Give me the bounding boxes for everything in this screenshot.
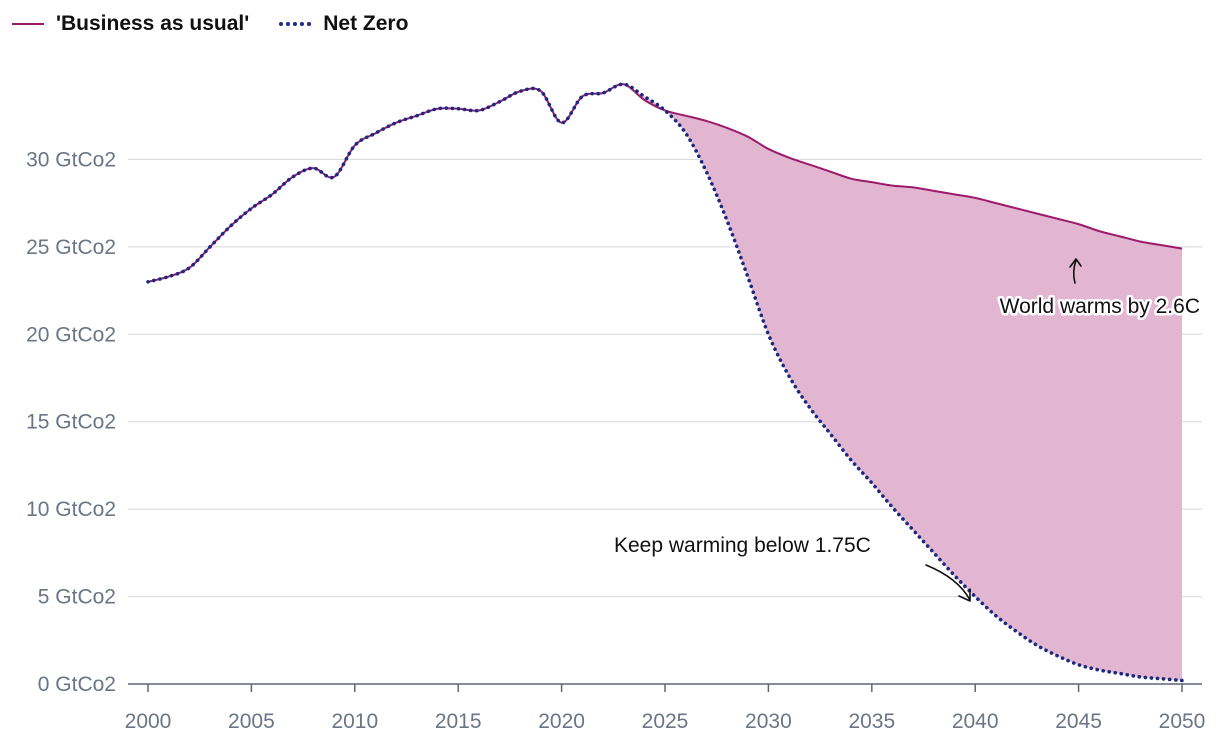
legend-swatch-net-zero <box>279 22 312 26</box>
y-tick-label: 20 GtCo2 <box>26 323 116 346</box>
x-tick-label: 2045 <box>1055 710 1102 733</box>
gap-area-layer <box>623 84 1182 681</box>
x-tick-label: 2035 <box>848 710 895 733</box>
x-tick-label: 2015 <box>435 710 482 733</box>
annotation-arrow-business-as-usual <box>1069 258 1082 284</box>
x-axis-tick-labels: 2000 2005 2010 2015 2020 2025 2030 2035 2040 2045… <box>125 710 1206 733</box>
series-line-net-zero <box>146 82 1184 683</box>
x-tick-label: 2020 <box>538 710 585 733</box>
x-tick-label: 2005 <box>228 710 275 733</box>
x-axis <box>128 683 1202 692</box>
series-lines <box>146 82 1184 683</box>
y-tick-label: 5 GtCo2 <box>38 586 116 609</box>
annotation-arrow-net-zero <box>925 564 971 602</box>
y-tick-label: 0 GtCo2 <box>38 673 116 696</box>
legend-item-net-zero: Net Zero <box>279 12 408 36</box>
x-tick-label: 2050 <box>1159 710 1206 733</box>
legend-swatch-business-as-usual <box>12 23 44 25</box>
x-tick-label: 2030 <box>745 710 792 733</box>
legend-label-business-as-usual: 'Business as usual' <box>56 12 250 35</box>
gap-area <box>623 84 1182 681</box>
y-tick-label: 15 GtCo2 <box>26 411 116 434</box>
y-tick-label: 25 GtCo2 <box>26 236 116 259</box>
annotation-keep-warming: Keep warming below 1.75C <box>614 534 871 557</box>
y-tick-label: 10 GtCo2 <box>26 498 116 521</box>
annotations: World warms by 2.6C Keep warming below 1… <box>612 258 1203 602</box>
legend-label-net-zero: Net Zero <box>323 12 409 35</box>
series-line-business-as-usual <box>147 83 1183 283</box>
chart-legend: 'Business as usual' Net Zero <box>12 10 408 38</box>
legend-item-business-as-usual: 'Business as usual' <box>12 12 249 36</box>
y-axis-tick-labels: 0 GtCo2 5 GtCo2 10 GtCo2 15 GtCo2 20 GtCo2 25… <box>26 148 116 696</box>
x-tick-label: 2040 <box>952 710 999 733</box>
x-tick-label: 2010 <box>331 710 378 733</box>
x-tick-label: 2000 <box>125 710 172 733</box>
x-tick-label: 2025 <box>642 710 689 733</box>
annotation-world-warms: World warms by 2.6C <box>1000 295 1200 318</box>
y-tick-label: 30 GtCo2 <box>26 148 116 171</box>
